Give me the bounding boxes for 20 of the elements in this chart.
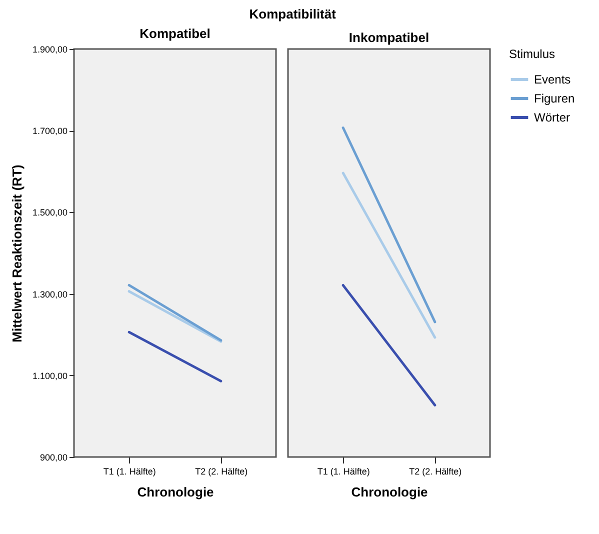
x-tick-label: T2 (2. Hälfte) bbox=[195, 466, 248, 476]
x-axis-title: Chronologie bbox=[137, 484, 214, 500]
y-tick-label: 1.300,00 bbox=[32, 289, 68, 300]
y-tick-label: 1.500,00 bbox=[32, 208, 68, 218]
x-tick-label: T2 (2. Hälfte) bbox=[409, 466, 462, 476]
y-tick-label: 1.700,00 bbox=[32, 126, 68, 136]
y-axis-title: Mittelwert Reaktionszeit (RT) bbox=[9, 164, 24, 342]
y-tick-label: 1.100,00 bbox=[32, 370, 68, 381]
chart-title: Kompatibel bbox=[140, 26, 210, 41]
legend-label: Figuren bbox=[534, 92, 575, 106]
x-tick-label: T1 (1. Hälfte) bbox=[103, 466, 156, 476]
x-tick-label: T1 (1. Hälfte) bbox=[317, 466, 370, 476]
x-axis-title: Chronologie bbox=[351, 484, 428, 500]
legend-label: Wörter bbox=[534, 110, 570, 124]
y-tick-label: 1.900,00 bbox=[32, 44, 68, 54]
legend-label: Events bbox=[534, 72, 571, 86]
chart-title: Inkompatibel bbox=[348, 30, 430, 45]
text: Kompatibilität bbox=[249, 6, 337, 22]
y-tick-label: 900,00 bbox=[40, 452, 68, 462]
legend-title: Stimulus bbox=[509, 47, 556, 61]
